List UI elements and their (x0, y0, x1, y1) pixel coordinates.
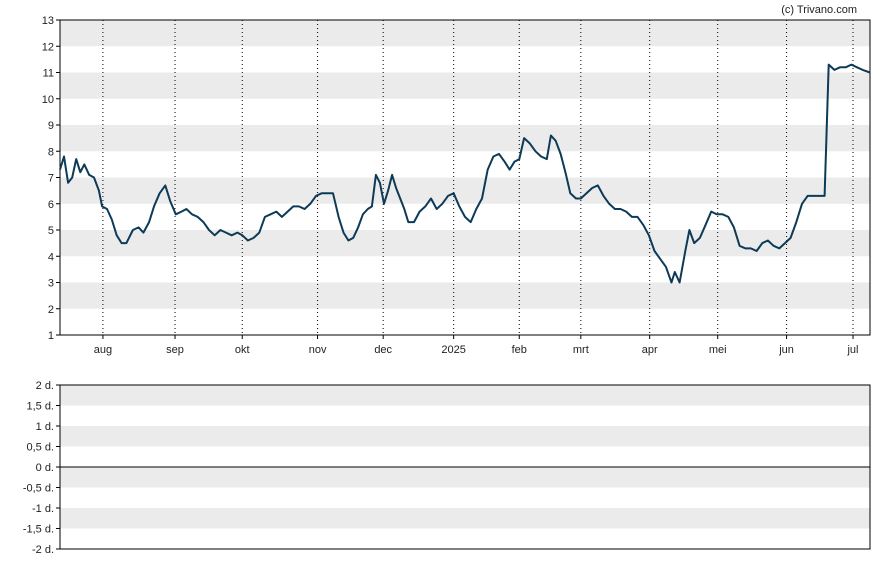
y-tick-label: 2 d. (36, 380, 54, 392)
y-tick-label: 2 (48, 304, 54, 316)
copyright-text: (c) Trivano.com (781, 4, 857, 16)
x-tick-label: dec (374, 344, 392, 356)
y-tick-label: -1,5 d. (23, 524, 54, 536)
grid-band (60, 385, 870, 406)
x-tick-label: jul (846, 344, 858, 356)
x-tick-label: okt (235, 344, 250, 356)
x-tick-label: mei (709, 344, 727, 356)
grid-band (60, 230, 870, 257)
x-tick-label: apr (642, 344, 658, 356)
y-tick-label: 10 (42, 94, 54, 106)
grid-band (60, 508, 870, 529)
y-tick-label: 7 (48, 173, 54, 185)
y-tick-label: -2 d. (32, 544, 54, 556)
grid-band (60, 20, 870, 47)
y-tick-label: 0,5 d. (26, 442, 54, 454)
y-tick-label: -1 d. (32, 503, 54, 515)
indicator-chart: 2 d. 1,5 d. 1 d. 0,5 d. 0 d. -0,5 d. -1 d. -1,5… (23, 380, 871, 556)
y-tick-label: 9 (48, 120, 54, 132)
y-tick-label: 5 (48, 225, 54, 237)
x-tick-label: sep (166, 344, 184, 356)
y-tick-label: 8 (48, 146, 54, 158)
y-tick-label: 1,5 d. (26, 401, 54, 413)
grid-band (60, 177, 870, 204)
y-tick-label: 13 (42, 15, 54, 27)
y-tick-label: 12 (42, 41, 54, 53)
y-tick-label: 1 (48, 330, 54, 342)
price-line (59, 63, 871, 284)
grid-band (60, 125, 870, 152)
y-tick-label: 6 (48, 199, 54, 211)
x-tick-label: nov (309, 344, 327, 356)
x-tick-label: 2025 (441, 344, 465, 356)
y-tick-label: -0,5 d. (23, 483, 54, 495)
y-tick-label: 0 d. (36, 462, 54, 474)
x-tick-label: jun (778, 344, 794, 356)
grid-band (60, 467, 870, 488)
grid-band (60, 426, 870, 447)
x-tick-label: aug (94, 344, 112, 356)
y-tick-label: 1 d. (36, 421, 54, 433)
y-tick-label: 11 (43, 68, 54, 80)
x-tick-label: feb (512, 344, 527, 356)
y-tick-label: 3 (48, 278, 54, 290)
grid-band (60, 72, 870, 99)
y-tick-label: 4 (48, 251, 54, 263)
x-tick-label: mrt (573, 344, 589, 356)
grid-band (60, 282, 870, 309)
